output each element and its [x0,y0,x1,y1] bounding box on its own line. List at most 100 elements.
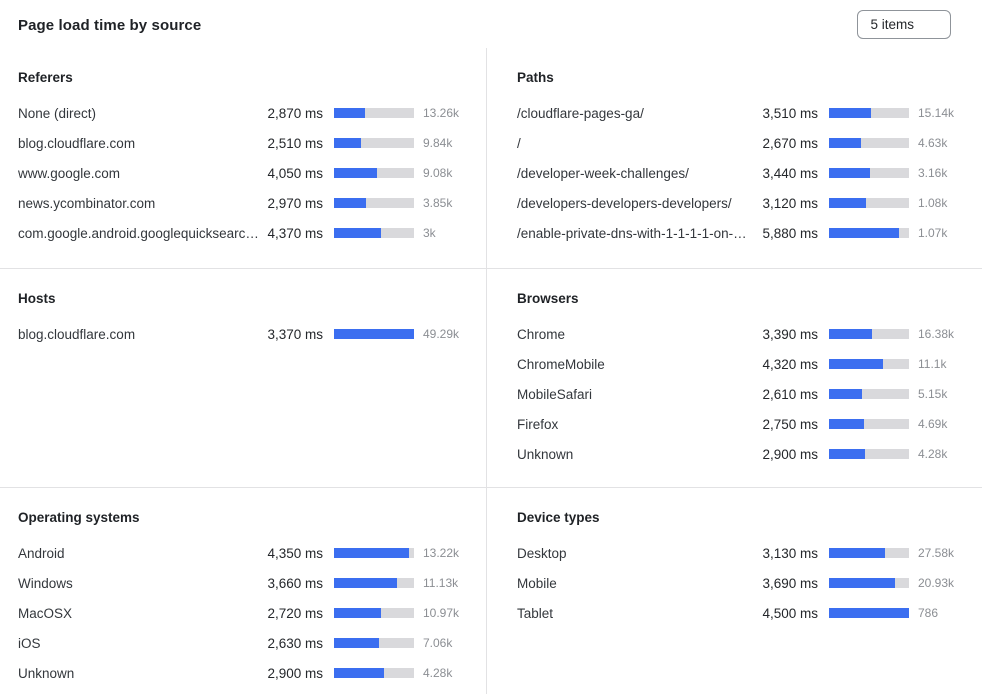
metric-bar-fill [334,668,384,678]
metric-label: www.google.com [18,165,121,181]
panel-title: Referers [18,70,73,85]
metric-bar-fill [829,168,870,178]
metric-row[interactable]: /developers-developers-developers/3,120 … [517,188,965,218]
metric-row[interactable]: Android 4,350 ms 13.22k [18,538,470,568]
metric-bar [334,198,414,208]
metric-label: /developer-week-challenges/ [517,165,689,181]
metric-row[interactable]: MacOSX 2,720 ms 10.97k [18,598,470,628]
metric-label: ChromeMobile [517,356,605,372]
metric-label: /enable-private-dns-with-1-1-1-1-on-… [517,225,747,241]
items-count-select[interactable]: 5 items [857,9,951,39]
metric-count: 15.14k [918,106,955,120]
metric-bar [829,138,909,148]
metric-count: 27.58k [918,546,955,560]
panel-hosts: Hosts blog.cloudflare.com 3,370 ms 49.29k [0,268,486,487]
metric-ms-value: 2,720 ms [267,605,323,621]
metric-bar [829,228,909,238]
metric-row[interactable]: Windows 3,660 ms 11.13k [18,568,470,598]
panel-rows: Chrome 3,390 ms 16.38k ChromeMobile 4,320 ms… [517,319,965,469]
metric-bar [829,449,909,459]
metric-row[interactable]: Firefox 2,750 ms 4.69k [517,409,965,439]
panel-title: Operating systems [18,510,140,525]
metric-bar-fill [334,168,378,178]
metric-bar-fill [829,108,871,118]
metric-bar [334,578,414,588]
metric-row[interactable]: blog.cloudflare.com 3,370 ms 49.29k [18,319,470,349]
metric-row[interactable]: Tablet 4,500 ms 786 [517,598,965,628]
metric-ms-value: 2,900 ms [762,446,818,462]
metric-row[interactable]: /cloudflare-pages-ga/3,510 ms 15.14k [517,98,965,128]
metric-count: 4.63k [918,136,948,150]
panel-rows: blog.cloudflare.com 3,370 ms 49.29k [18,319,470,349]
metric-row[interactable]: ChromeMobile 4,320 ms 11.1k [517,349,965,379]
panel-browsers: Browsers Chrome 3,390 ms 16.38k ChromeMobil… [486,268,982,487]
metric-count: 3.16k [918,166,948,180]
metric-count: 9.84k [423,136,453,150]
metric-bar [829,548,909,558]
metric-row[interactable]: MobileSafari 2,610 ms 5.15k [517,379,965,409]
metric-label: com.google.android.googlequicksearc… [18,225,259,241]
metric-ms-value: 4,320 ms [762,356,818,372]
metric-label: Windows [18,575,73,591]
metric-count: 1.08k [918,196,948,210]
metric-label: Tablet [517,605,554,621]
metric-ms-value: 2,670 ms [762,135,818,151]
metric-count: 4.28k [423,666,453,680]
metric-label: news.ycombinator.com [18,195,156,211]
metric-label: blog.cloudflare.com [18,135,136,151]
metric-row[interactable]: com.google.android.googlequicksearc… 4,37… [18,218,470,248]
metric-row[interactable]: / 2,670 ms 4.63k [517,128,965,158]
metric-count: 13.26k [423,106,460,120]
panel-rows: /cloudflare-pages-ga/3,510 ms 15.14k / 2,67… [517,98,965,248]
metric-bar [334,668,414,678]
metric-bar-fill [829,228,900,238]
widget-header: Page load time by source 5 items [0,0,982,48]
metric-label: MobileSafari [517,386,593,402]
metric-ms-value: 4,050 ms [267,165,323,181]
metric-ms-value: 2,900 ms [267,665,323,681]
metric-bar-fill [334,548,409,558]
metric-row[interactable]: iOS 2,630 ms 7.06k [18,628,470,658]
metric-ms-value: 4,500 ms [762,605,818,621]
metric-count: 20.93k [918,576,955,590]
metric-ms-value: 3,130 ms [762,545,818,561]
metric-count: 11.13k [423,576,459,590]
metric-row[interactable]: www.google.com 4,050 ms 9.08k [18,158,470,188]
metric-ms-value: 2,630 ms [267,635,323,651]
metric-bar [829,168,909,178]
metric-bar-fill [829,548,885,558]
metric-ms-value: 2,870 ms [267,105,323,121]
metric-bar-fill [334,638,380,648]
metric-bar [334,548,414,558]
metric-row[interactable]: /enable-private-dns-with-1-1-1-1-on-… 5,8… [517,218,965,248]
metric-count: 786 [918,606,939,620]
panel-referers: Referers None (direct) 2,870 ms 13.26k blog… [0,48,486,268]
metric-row[interactable]: Mobile 3,690 ms 20.93k [517,568,965,598]
metric-row[interactable]: None (direct) 2,870 ms 13.26k [18,98,470,128]
panel-title: Paths [517,70,554,85]
metric-row[interactable]: news.ycombinator.com 2,970 ms 3.85k [18,188,470,218]
panel-operating-systems: Operating systems Android 4,350 ms 13.22k W… [0,487,486,694]
metric-bar [334,638,414,648]
panel-title: Device types [517,510,600,525]
metric-bar-fill [334,329,414,339]
metric-ms-value: 3,390 ms [762,326,818,342]
metric-label: Unknown [517,446,574,462]
metric-row[interactable]: /developer-week-challenges/3,440 ms 3.16k [517,158,965,188]
metric-ms-value: 4,350 ms [267,545,323,561]
metric-bar-fill [829,138,861,148]
metric-bar-fill [334,138,361,148]
metric-row[interactable]: Desktop 3,130 ms 27.58k [517,538,965,568]
metric-row[interactable]: Unknown 2,900 ms 4.28k [18,658,470,688]
metric-bar [829,198,909,208]
metric-label: None (direct) [18,105,97,121]
metric-ms-value: 2,610 ms [762,386,818,402]
metric-bar-fill [829,449,866,459]
metric-row[interactable]: Chrome 3,390 ms 16.38k [517,319,965,349]
metric-row[interactable]: blog.cloudflare.com 2,510 ms 9.84k [18,128,470,158]
metric-row[interactable]: Unknown 2,900 ms 4.28k [517,439,965,469]
panel-rows: None (direct) 2,870 ms 13.26k blog.cloudfla… [18,98,470,248]
metric-ms-value: 3,660 ms [267,575,323,591]
metric-count: 16.38k [918,327,955,341]
